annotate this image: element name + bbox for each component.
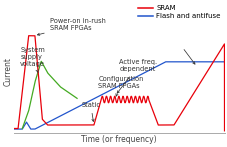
X-axis label: Time (or frequency): Time (or frequency)	[81, 135, 156, 143]
Text: Configuration
SRAM FPGAs: Configuration SRAM FPGAs	[98, 76, 143, 96]
Text: Power-on in-rush
SRAM FPGAs: Power-on in-rush SRAM FPGAs	[37, 18, 105, 35]
Text: Static: Static	[81, 102, 100, 121]
Y-axis label: Current: Current	[3, 57, 12, 86]
Text: System
supply
voltage: System supply voltage	[20, 47, 45, 73]
Text: Active freq.
dependent: Active freq. dependent	[117, 59, 157, 93]
Legend: SRAM, Flash and antifuse: SRAM, Flash and antifuse	[135, 3, 222, 22]
